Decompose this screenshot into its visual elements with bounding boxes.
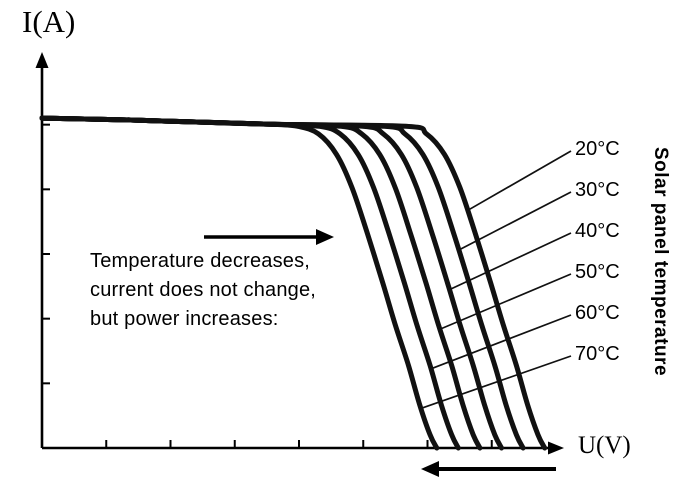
label-leader-70c [420, 355, 572, 410]
voltage-decrease-arrowhead [421, 461, 439, 477]
iv-curve-70c [39, 115, 440, 451]
x-axis-label: U(V) [578, 432, 631, 459]
y-axis-label: I(A) [22, 4, 76, 39]
annotation-line-1: Temperature decreases, [90, 250, 311, 272]
series-label-40c: 40°C [575, 220, 620, 242]
annotation-line-2: current does not change, [90, 279, 317, 301]
series-label-20c: 20°C [575, 138, 620, 160]
series-label-60c: 60°C [575, 302, 620, 324]
label-leader-40c [449, 232, 572, 291]
label-leader-50c [439, 273, 572, 331]
annotation-text: Temperature decreases, current does not … [90, 247, 316, 334]
label-leader-60c [430, 314, 572, 370]
series-label-30c: 30°C [575, 179, 620, 201]
x-axis-arrowhead [548, 441, 564, 455]
series-label-70c: 70°C [575, 343, 620, 365]
temperature-decrease-arrowhead [316, 229, 334, 245]
series-label-50c: 50°C [575, 261, 620, 283]
y-axis-arrowhead [35, 52, 49, 68]
label-leader-30c [458, 191, 572, 251]
label-leader-20c [467, 150, 572, 212]
right-axis-title: Solar panel temperature [650, 147, 671, 377]
annotation-line-3: but power increases: [90, 308, 279, 330]
